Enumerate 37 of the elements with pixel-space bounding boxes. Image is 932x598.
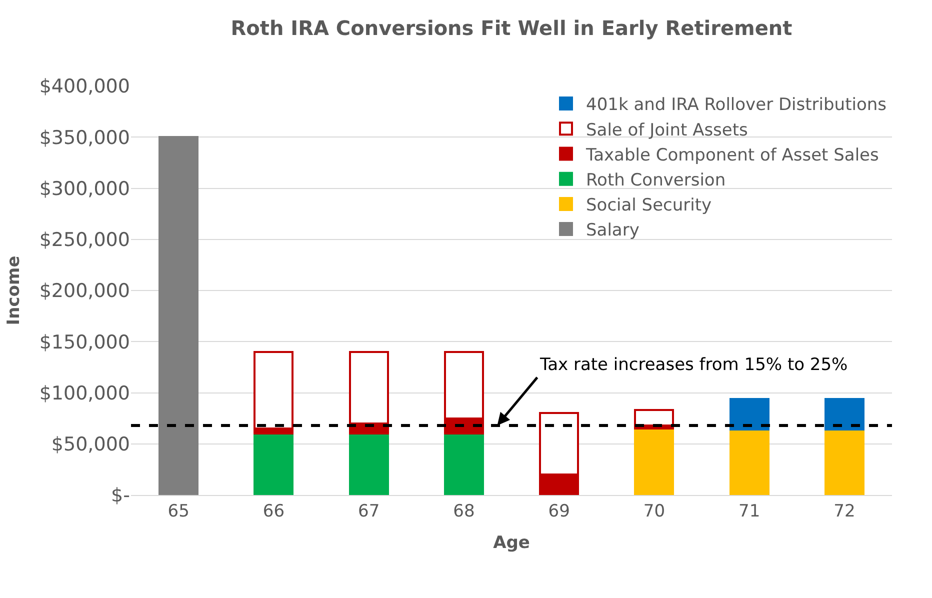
- bar: [348, 432, 389, 495]
- legend-label: Sale of Joint Assets: [586, 120, 748, 140]
- x-axis-title: Age: [493, 532, 530, 553]
- bar: [729, 428, 770, 495]
- bar: [254, 432, 294, 495]
- x-tick-label: 67: [358, 501, 380, 522]
- legend-label: Social Security: [586, 196, 712, 216]
- bar: [729, 398, 770, 431]
- y-tick-label: $150,000: [39, 331, 130, 354]
- y-tick-label: $200,000: [39, 280, 130, 302]
- bar: [824, 398, 864, 431]
- y-tick-label: $300,000: [39, 178, 130, 200]
- bar: [444, 432, 484, 495]
- x-tick-label: 65: [168, 501, 190, 522]
- y-tick-label: $400,000: [39, 76, 130, 98]
- legend-label: Salary: [586, 220, 640, 241]
- y-axis-title: Income: [4, 256, 24, 326]
- bar: [634, 409, 674, 426]
- y-tick-label: $100,000: [39, 382, 130, 404]
- y-tick-label: $-: [111, 484, 130, 507]
- ref-line-label: Tax rate increases from 15% to 25%: [539, 355, 848, 375]
- bar: [634, 428, 674, 495]
- x-tick-label: 71: [738, 501, 760, 522]
- y-tick-label: $350,000: [39, 126, 130, 149]
- bar: [158, 136, 199, 495]
- legend-label: 401k and IRA Rollover Distributions: [586, 95, 887, 116]
- x-tick-label: 72: [834, 501, 856, 522]
- chart-title: Roth IRA Conversions Fit Well in Early Retirement: [230, 16, 793, 40]
- x-tick-label: 70: [643, 501, 666, 522]
- x-tick-label: 69: [548, 501, 570, 522]
- legend-label: Roth Conversion: [586, 170, 726, 190]
- x-tick-label: 66: [262, 501, 285, 522]
- legend-label: Taxable Component of Asset Sales: [585, 145, 879, 166]
- y-tick-label: $250,000: [39, 229, 130, 252]
- y-tick-label: $50,000: [51, 434, 130, 456]
- bar: [824, 428, 864, 495]
- x-tick-label: 68: [453, 501, 475, 522]
